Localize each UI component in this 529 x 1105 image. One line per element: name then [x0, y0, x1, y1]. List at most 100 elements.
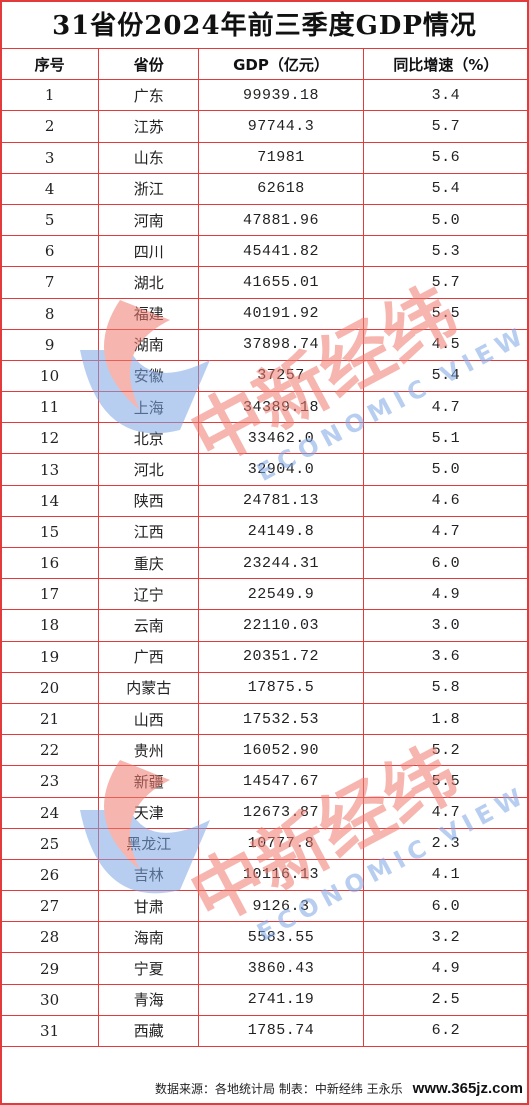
row-gdp: 24149.8: [198, 515, 364, 549]
row-gdp: 40191.92: [198, 297, 364, 330]
row-gdp: 99939.18: [198, 79, 364, 112]
row-province: 广东: [98, 79, 200, 112]
row-province: 北京: [98, 422, 200, 455]
row-growth: 4.7: [362, 515, 529, 549]
row-gdp: 10777.8: [198, 827, 364, 860]
table-row: 22 贵州 16052.90 5.2: [0, 734, 529, 767]
table-row: 17 辽宁 22549.9 4.9: [0, 578, 529, 611]
row-growth: 5.8: [362, 671, 529, 704]
row-province: 内蒙古: [98, 671, 200, 704]
row-index: 8: [0, 297, 100, 330]
table-row: 30 青海 2741.19 2.5: [0, 983, 529, 1016]
row-index: 5: [0, 203, 100, 237]
row-province: 山西: [98, 702, 200, 736]
table-row: 31 西藏 1785.74 6.2: [0, 1014, 529, 1048]
table-row: 7 湖北 41655.01 5.7: [0, 266, 529, 299]
row-gdp: 16052.90: [198, 734, 364, 767]
row-gdp: 47881.96: [198, 203, 364, 237]
row-index: 12: [0, 422, 100, 455]
row-growth: 4.7: [362, 391, 529, 424]
row-province: 江苏: [98, 110, 200, 143]
table-row: 4 浙江 62618 5.4: [0, 172, 529, 205]
row-gdp: 17875.5: [198, 671, 364, 704]
row-province: 西藏: [98, 1014, 200, 1048]
row-growth: 5.0: [362, 453, 529, 486]
table-row: 12 北京 33462.0 5.1: [0, 422, 529, 455]
table-row: 1 广东 99939.18 3.4: [0, 79, 529, 112]
gdp-table: 序号 省份 GDP（亿元） 同比增速（%） 1 广东 99939.18 3.4 2 江苏 9…: [0, 47, 529, 1048]
table-row: 18 云南 22110.03 3.0: [0, 609, 529, 642]
table-row: 10 安徽 37257 5.4: [0, 359, 529, 393]
table-row: 16 重庆 23244.31 6.0: [0, 546, 529, 580]
row-gdp: 97744.3: [198, 110, 364, 143]
row-province: 上海: [98, 391, 200, 424]
row-gdp: 9126.3: [198, 890, 364, 923]
row-growth: 5.6: [362, 141, 529, 174]
row-index: 20: [0, 671, 100, 704]
row-index: 7: [0, 266, 100, 299]
row-growth: 5.1: [362, 422, 529, 455]
row-growth: 4.1: [362, 858, 529, 892]
row-growth: 5.4: [362, 359, 529, 393]
row-index: 16: [0, 546, 100, 580]
table-row: 21 山西 17532.53 1.8: [0, 702, 529, 736]
row-gdp: 22110.03: [198, 609, 364, 642]
row-gdp: 41655.01: [198, 266, 364, 299]
row-growth: 5.2: [362, 734, 529, 767]
row-growth: 5.5: [362, 297, 529, 330]
row-index: 11: [0, 391, 100, 424]
table-row: 29 宁夏 3860.43 4.9: [0, 952, 529, 985]
row-province: 广西: [98, 640, 200, 673]
row-index: 14: [0, 484, 100, 517]
row-province: 四川: [98, 235, 200, 268]
row-gdp: 37898.74: [198, 328, 364, 361]
row-gdp: 5583.55: [198, 921, 364, 954]
row-growth: 3.2: [362, 921, 529, 954]
table-row: 15 江西 24149.8 4.7: [0, 515, 529, 549]
header-growth: 同比增速（%）: [362, 47, 529, 81]
row-province: 河南: [98, 203, 200, 237]
row-index: 26: [0, 858, 100, 892]
row-growth: 4.9: [362, 952, 529, 985]
row-gdp: 71981: [198, 141, 364, 174]
row-index: 24: [0, 796, 100, 829]
table-row: 23 新疆 14547.67 5.5: [0, 765, 529, 798]
table-row: 6 四川 45441.82 5.3: [0, 235, 529, 268]
header-province: 省份: [98, 47, 200, 81]
row-gdp: 45441.82: [198, 235, 364, 268]
header-row: 序号 省份 GDP（亿元） 同比增速（%）: [0, 47, 529, 81]
row-gdp: 33462.0: [198, 422, 364, 455]
page-title: 31省份2024年前三季度GDP情况: [52, 11, 477, 41]
table-row: 5 河南 47881.96 5.0: [0, 203, 529, 237]
row-province: 山东: [98, 141, 200, 174]
row-index: 10: [0, 359, 100, 393]
row-gdp: 23244.31: [198, 546, 364, 580]
row-gdp: 12673.87: [198, 796, 364, 829]
row-growth: 4.9: [362, 578, 529, 611]
row-province: 云南: [98, 609, 200, 642]
row-gdp: 10116.13: [198, 858, 364, 892]
row-province: 青海: [98, 983, 200, 1016]
row-index: 1: [0, 79, 100, 112]
row-province: 重庆: [98, 546, 200, 580]
row-province: 江西: [98, 515, 200, 549]
row-growth: 3.6: [362, 640, 529, 673]
row-index: 4: [0, 172, 100, 205]
row-province: 湖北: [98, 266, 200, 299]
row-growth: 6.0: [362, 546, 529, 580]
row-growth: 6.0: [362, 890, 529, 923]
row-growth: 4.6: [362, 484, 529, 517]
row-province: 吉林: [98, 858, 200, 892]
row-index: 28: [0, 921, 100, 954]
row-gdp: 62618: [198, 172, 364, 205]
row-gdp: 20351.72: [198, 640, 364, 673]
footer-site: www.365jz.com: [412, 1080, 523, 1097]
row-index: 9: [0, 328, 100, 361]
row-province: 湖南: [98, 328, 200, 361]
row-province: 贵州: [98, 734, 200, 767]
row-province: 海南: [98, 921, 200, 954]
row-province: 宁夏: [98, 952, 200, 985]
row-gdp: 32904.0: [198, 453, 364, 486]
row-gdp: 17532.53: [198, 702, 364, 736]
row-province: 陕西: [98, 484, 200, 517]
